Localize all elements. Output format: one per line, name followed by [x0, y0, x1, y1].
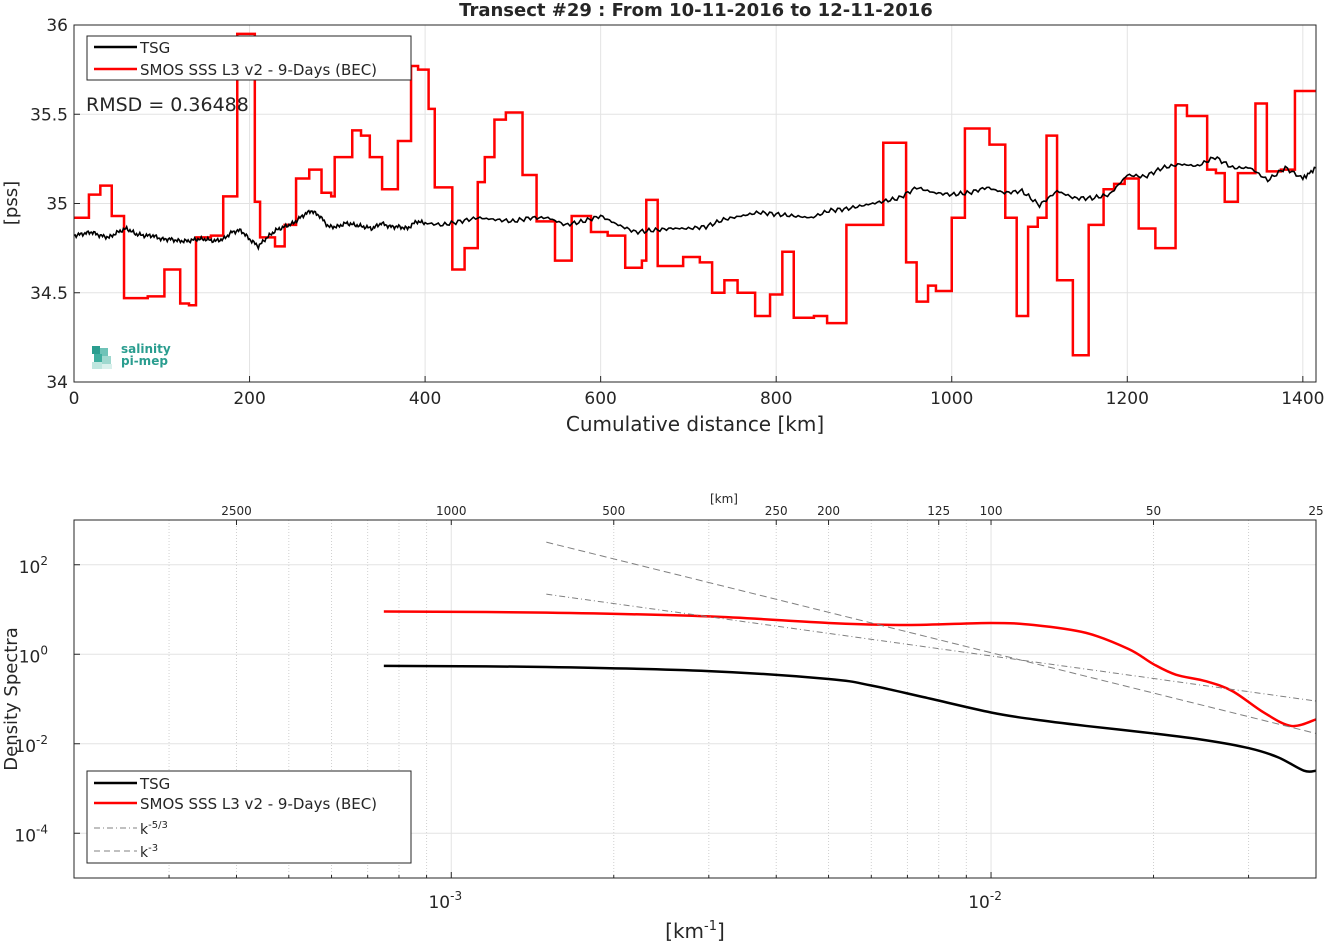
bottom-x-tick-label: 10-2: [968, 889, 1002, 913]
top-km-tick-label: 2500: [221, 504, 252, 518]
top-y-axis-label: [pss]: [1, 181, 22, 225]
bottom-series-tsg-line: [383, 664, 1317, 773]
top-km-tick-label: 50: [1146, 504, 1161, 518]
bottom-x-tick-base: 10: [968, 893, 990, 913]
top-km-tick-label: 25: [1308, 504, 1323, 518]
logo-wave-icon: [92, 346, 112, 369]
top-chart-title: Transect #29 : From 10-11-2016 to 12-11-…: [459, 0, 933, 21]
top-y-tick-label: 35.5: [30, 105, 68, 125]
bottom-x-tick-exp: -2: [990, 889, 1002, 903]
bottom-legend-smos-label: SMOS SSS L3 v2 - 9-Days (BEC): [140, 795, 377, 813]
bottom-series: [383, 541, 1317, 773]
top-km-tick-label: 1000: [436, 504, 467, 518]
bottom-plot-frame: [73, 519, 1317, 879]
top-y-tick-label: 35: [46, 195, 68, 215]
top-series-tsg-line: [73, 156, 1317, 251]
top-y-tick-label: 34: [46, 373, 68, 393]
top-km-tick-label: 125: [927, 504, 950, 518]
bottom-legend-k3-label: k-3: [140, 843, 158, 861]
top-km-axis-label: [km]: [710, 492, 738, 506]
k3-exp: -3: [148, 843, 158, 854]
top-x-tick-label: 200: [233, 389, 265, 409]
bottom-y-tick-exp: -2: [36, 733, 48, 747]
k53-exp: -5/3: [148, 820, 168, 831]
top-series: [73, 32, 1317, 357]
bottom-series-smos-line: [383, 610, 1317, 728]
top-km-tick-label: 200: [817, 504, 840, 518]
bottom-y-tick-label: 10-2: [14, 733, 48, 757]
bottom-y-tick-label: 102: [19, 554, 48, 578]
bottom-legend-box: [86, 770, 412, 864]
bottom-y-tick-label: 100: [19, 643, 48, 667]
bottom-y-tick-exp: -4: [36, 822, 48, 836]
bottom-legend-tsg-label: TSG: [139, 775, 170, 793]
bottom-x-axis-label-close: ]: [717, 919, 725, 942]
bottom-top-km-ticks: 2500 1000 500 250 200 125 100 50 25: [221, 504, 1324, 525]
bottom-x-tick-base: 10: [428, 893, 450, 913]
bottom-x-ticks: 10-3 10-2: [73, 872, 1317, 913]
top-x-tick-label: 0: [69, 389, 80, 409]
bottom-y-axis-label: Density Spectra: [1, 627, 22, 770]
logo-text: salinity pi-mep: [121, 342, 171, 368]
top-x-tick-label: 1400: [1281, 389, 1324, 409]
k53-base: k: [140, 822, 149, 838]
bottom-x-tick-exp: -3: [450, 889, 462, 903]
k3-base: k: [140, 845, 149, 861]
top-y-tick-label: 34.5: [30, 284, 68, 304]
bottom-legend-k53-label: k-5/3: [140, 820, 168, 838]
top-y-tick-label: 36: [46, 16, 68, 36]
bottom-y-tick-label: 10-4: [14, 822, 48, 846]
top-x-tick-label: 800: [760, 389, 792, 409]
top-series-smos-line: [74, 32, 1316, 357]
bottom-legend: TSG SMOS SSS L3 v2 - 9-Days (BEC) k-5/3 …: [86, 770, 412, 864]
bottom-x-axis-label: [km-1]: [665, 919, 725, 942]
top-y-ticks: 34 34.5 35 35.5 36: [30, 16, 80, 393]
bottom-y-tick-base: 10: [14, 826, 36, 846]
bottom-y-tick-base: 10: [19, 558, 41, 578]
top-legend-smos-label: SMOS SSS L3 v2 - 9-Days (BEC): [140, 61, 377, 79]
bottom-x-tick-label: 10-3: [428, 889, 462, 913]
bottom-y-tick-base: 10: [14, 737, 36, 757]
top-km-tick-label: 250: [765, 504, 788, 518]
bottom-y-tick-base: 10: [19, 647, 41, 667]
bottom-y-tick-exp: 0: [40, 643, 48, 657]
top-legend-tsg-label: TSG: [139, 39, 170, 57]
top-km-tick-label: 500: [602, 504, 625, 518]
top-x-tick-label: 600: [584, 389, 616, 409]
top-x-ticks: 0 200 400 600 800 1000 1200 1400: [69, 376, 1324, 409]
top-legend-box: [86, 35, 412, 81]
bottom-y-tick-exp: 2: [40, 554, 48, 568]
top-x-tick-label: 400: [409, 389, 441, 409]
top-x-tick-label: 1200: [1106, 389, 1149, 409]
salinity-pimep-logo: [90, 343, 180, 373]
top-chart: Transect #29 : From 10-11-2016 to 12-11-…: [1, 0, 1324, 436]
bottom-x-axis-label-exp: -1: [704, 919, 717, 934]
top-x-tick-label: 1000: [930, 389, 973, 409]
top-km-tick-label: 100: [980, 504, 1003, 518]
top-legend: TSG SMOS SSS L3 v2 - 9-Days (BEC): [86, 35, 412, 81]
rmsd-annotation: RMSD = 0.36488: [86, 94, 249, 116]
bottom-x-axis-label-base: [km: [665, 919, 704, 942]
bottom-series-k3-line: [546, 541, 1317, 734]
top-x-axis-label: Cumulative distance [km]: [566, 412, 824, 436]
